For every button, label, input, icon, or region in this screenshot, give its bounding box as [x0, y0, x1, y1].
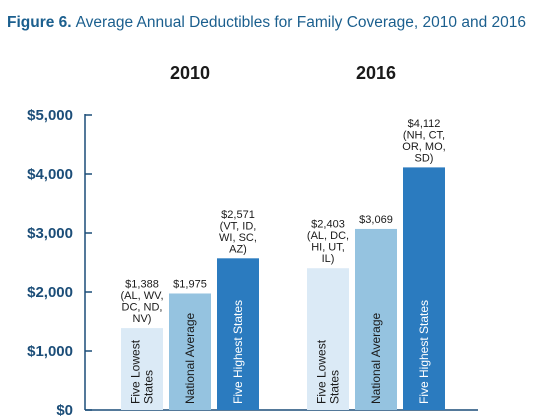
bar-label-line: States	[328, 370, 342, 404]
y-tick-label: $4,000	[27, 166, 73, 183]
y-tick-label: $1,000	[27, 343, 73, 360]
value-label-line: $3,069	[359, 214, 393, 226]
bar-label-five-lowest-states-2016: Five LowestStates	[315, 339, 342, 404]
bar-label-line: Five Highest States	[231, 300, 245, 404]
bar-label-line: States	[142, 370, 156, 404]
bar-label-line: Five Highest States	[417, 300, 431, 404]
value-label-line: (AL, DC,	[307, 230, 349, 242]
value-label-line: (NH, CT,	[403, 129, 445, 141]
chart-title-lead: Figure 6.	[7, 14, 72, 31]
bar-five-lowest-states-2010	[121, 328, 163, 410]
y-tick-label: $2,000	[27, 284, 73, 301]
y-tick-label: $0	[56, 402, 73, 416]
value-label-five-lowest-states-2016: $2,403 (AL, DC, HI, UT, IL)	[307, 219, 349, 265]
value-label-five-lowest-states-2010: $1,388 (AL, WV, DC, ND, NV)	[121, 279, 164, 326]
value-label-line: $1,388	[125, 279, 159, 291]
bar-national-average-2010	[169, 293, 211, 410]
y-tick-label: $5,000	[27, 107, 73, 124]
bar-five-highest-states-2016	[403, 167, 445, 410]
category-label-2016: 2016	[356, 63, 396, 83]
value-label-line: HI, UT,	[311, 242, 345, 254]
y-tick-label: $3,000	[27, 225, 73, 242]
bar-label-national-average-2016: National Average	[369, 312, 383, 404]
value-labels: $1,388 (AL, WV, DC, ND, NV) $2,403 (AL, DC, HI…	[121, 118, 446, 325]
value-label-line: IL)	[322, 253, 335, 265]
bar-five-lowest-states-2016	[307, 268, 349, 410]
bars: Five LowestStates Five LowestStatesNation…	[121, 167, 445, 410]
bar-label-five-highest-states-2016: Five Highest States	[417, 300, 431, 404]
bar-national-average-2016	[355, 228, 397, 410]
value-label-line: $2,403	[311, 219, 345, 231]
category-label-2010: 2010	[170, 63, 210, 83]
value-label-five-highest-states-2010: $2,571 (VT, ID, WI, SC, AZ)	[219, 209, 257, 256]
bar-label-five-highest-states-2010: Five Highest States	[231, 300, 245, 404]
bar-label-five-lowest-states-2010: Five LowestStates	[129, 339, 156, 404]
value-label-line: $4,112	[408, 118, 441, 130]
bar-five-highest-states-2010	[217, 258, 259, 410]
bar-label-national-average-2010: National Average	[183, 312, 197, 404]
bar-label-line: National Average	[183, 312, 197, 404]
value-label-line: OR, MO,	[402, 141, 445, 153]
value-label-line: WI, SC,	[219, 232, 257, 244]
value-label-line: (AL, WV,	[121, 290, 164, 302]
value-label-line: NV)	[133, 313, 152, 325]
bar-label-line: Five Lowest	[129, 339, 143, 404]
value-label-national-average-2016: $3,069	[359, 214, 393, 226]
value-label-five-highest-states-2016: $4,112 (NH, CT, OR, MO, SD)	[402, 118, 445, 165]
value-label-line: AZ)	[229, 243, 247, 255]
value-label-line: DC, ND,	[122, 302, 163, 314]
bar-label-line: National Average	[369, 312, 383, 404]
value-label-line: SD)	[415, 152, 434, 164]
value-label-line: $2,571	[221, 209, 255, 221]
chart-title-text: Average Annual Deductibles for Family Co…	[76, 14, 526, 31]
bar-label-line: Five Lowest	[315, 339, 329, 404]
chart-title: Figure 6. Average Annual Deductibles for …	[7, 14, 526, 31]
value-label-national-average-2010: $1,975	[173, 278, 207, 290]
category-labels: 2010 2016	[170, 63, 396, 83]
value-label-line: $1,975	[173, 278, 207, 290]
value-label-line: (VT, ID,	[220, 220, 257, 232]
